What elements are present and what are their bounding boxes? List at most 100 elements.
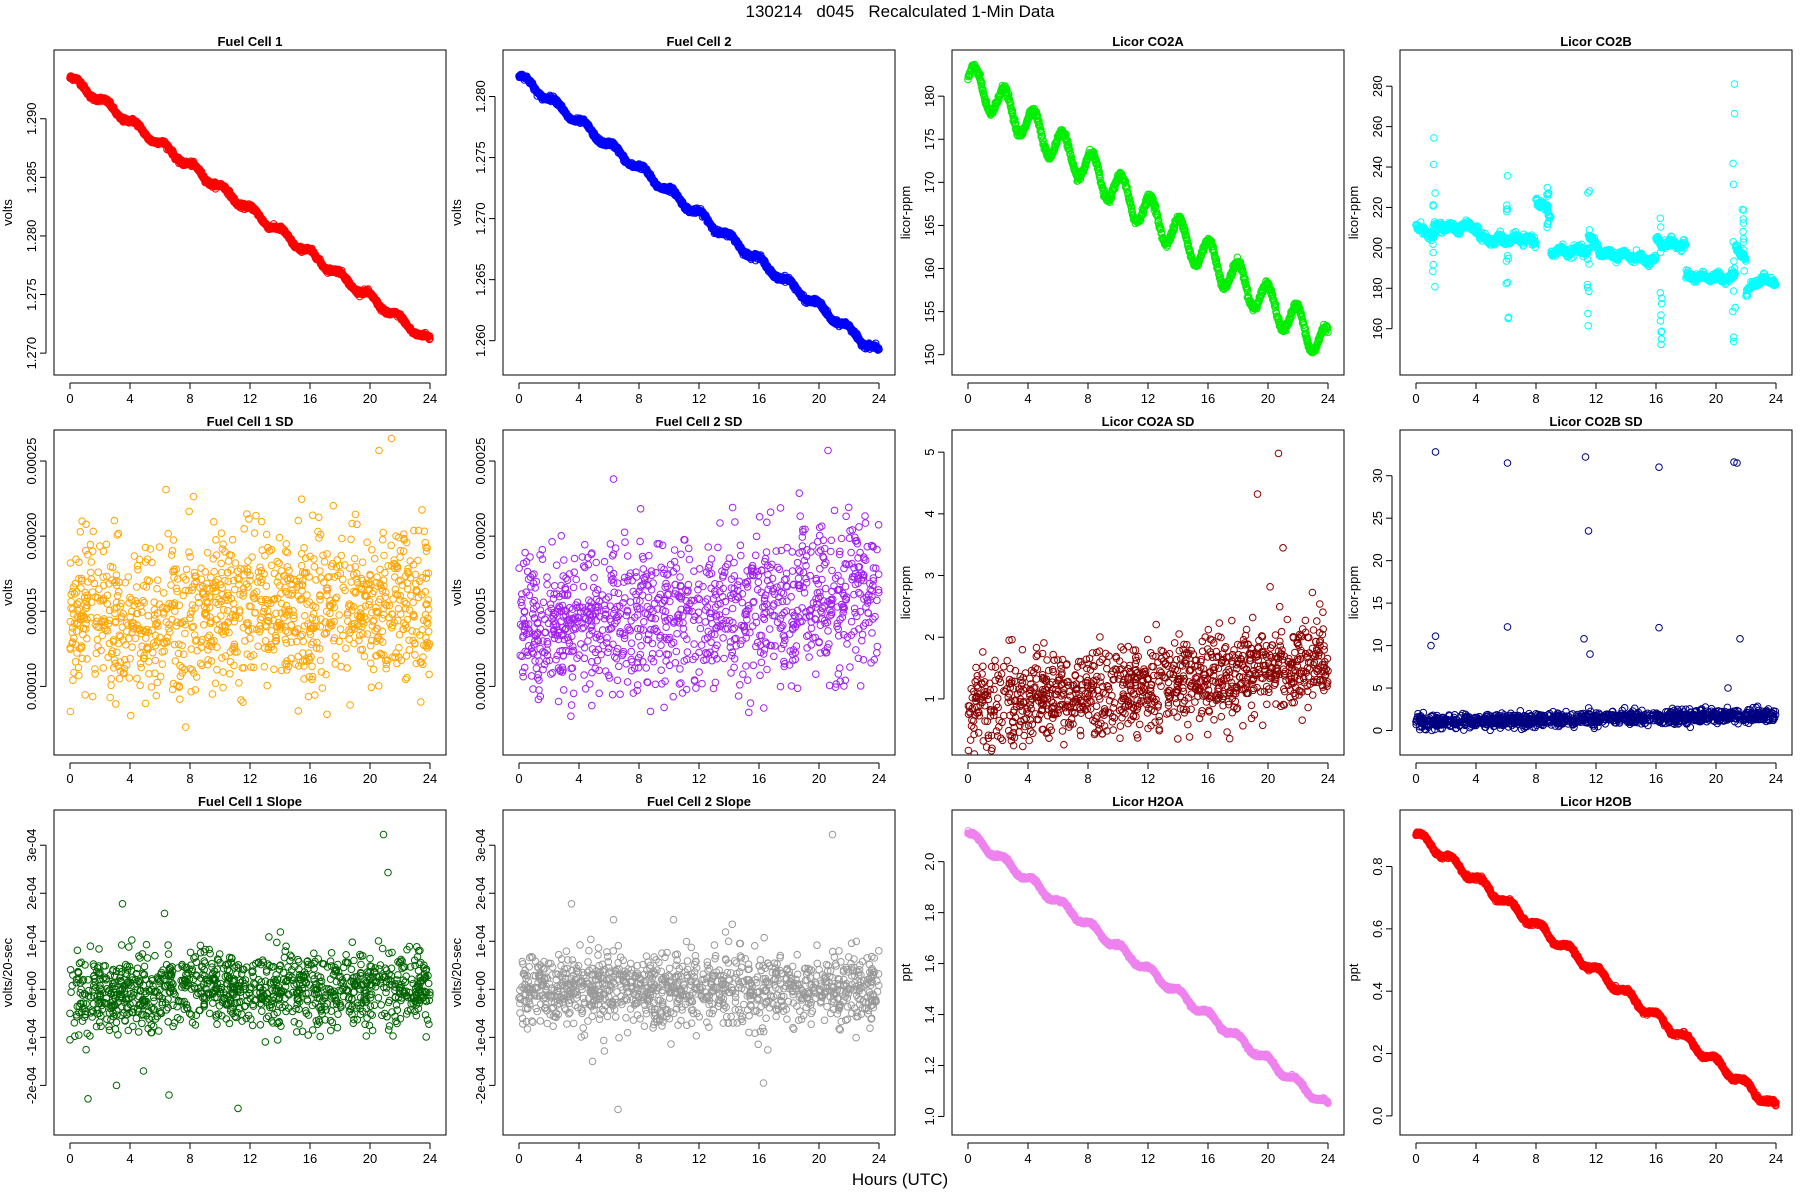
panel-1: Fuel Cell 10 4 8 12 16 20 241.2701.2751.2801.2…: [0, 34, 447, 406]
y-tick-label: 1.270: [24, 337, 39, 370]
x-tick-label: 0: [515, 391, 522, 406]
y-tick-label: 170: [922, 171, 937, 193]
y-tick-label: 150: [922, 344, 937, 366]
data-point: [1323, 324, 1332, 332]
data-point: [1183, 237, 1191, 245]
panel-title: Licor CO2B: [1560, 34, 1632, 49]
y-tick-label: 1.265: [473, 263, 488, 296]
data-point: [1065, 142, 1073, 150]
data-point: [981, 95, 990, 103]
data-point: [1157, 224, 1165, 233]
y-tick-label: 1.270: [473, 202, 488, 235]
data-point: [1473, 222, 1482, 231]
data-point: [1680, 236, 1688, 244]
data-point: [1270, 298, 1278, 307]
x-tick-label: 8: [1084, 391, 1091, 406]
y-tick-label: 1.280: [473, 80, 488, 113]
data-point: [1651, 253, 1660, 261]
data-point: [1733, 241, 1741, 250]
data-point: [1095, 167, 1103, 175]
data-point: [995, 95, 1003, 104]
y-axis-label: volts: [449, 199, 464, 226]
panel-title: Fuel Cell 2: [666, 34, 731, 49]
x-tick-label: 16: [303, 391, 317, 406]
data-point: [1181, 225, 1189, 234]
x-tick-label: 8: [186, 391, 193, 406]
x-axis: 0 4 8 12 16 20 24: [515, 382, 886, 406]
data-point: [1035, 116, 1043, 125]
x-tick-label: 20: [812, 391, 826, 406]
data-point: [1546, 212, 1555, 221]
data-point: [1093, 160, 1102, 168]
x-tick-label: 0: [66, 391, 73, 406]
data-point: [1731, 269, 1739, 278]
data-point: [425, 332, 434, 340]
figure-title: 130214 d045 Recalculated 1-Min Data: [745, 2, 1055, 21]
data-points: [515, 70, 883, 354]
x-tick-label: 4: [126, 391, 133, 406]
data-point: [1121, 177, 1130, 186]
y-tick-label: 1.275: [24, 278, 39, 311]
data-point: [1241, 275, 1249, 283]
plot-frame: [53, 49, 447, 376]
data-point: [1064, 137, 1072, 145]
data-point: [964, 75, 972, 84]
data-point: [980, 89, 988, 98]
data-point: [1244, 288, 1252, 297]
data-point: [1531, 239, 1540, 247]
data-point: [975, 69, 983, 77]
data-point: [1079, 168, 1088, 177]
data-point: [1126, 199, 1135, 207]
data-point: [1151, 202, 1160, 210]
y-tick-label: 180: [922, 85, 937, 107]
data-point: [1271, 300, 1280, 309]
data-point: [1067, 150, 1075, 159]
x-tick-label: 24: [1321, 391, 1335, 406]
data-point: [344, 276, 352, 284]
data-point: [1166, 236, 1175, 245]
panel-title: Fuel Cell 1: [217, 34, 282, 49]
data-point: [1125, 194, 1134, 203]
y-axis-label: volts: [0, 199, 15, 226]
data-point: [1179, 221, 1187, 230]
data-point: [1004, 90, 1013, 98]
data-point: [1285, 320, 1293, 328]
data-point: [1577, 240, 1586, 249]
data-point: [1107, 194, 1116, 202]
data-point: [1243, 285, 1252, 294]
data-point: [1282, 326, 1290, 335]
x-tick-label: 0: [964, 391, 971, 406]
panel-title: Licor CO2A: [1112, 34, 1184, 49]
x-tick-label: 4: [1024, 391, 1031, 406]
x-tick-label: 4: [575, 391, 582, 406]
x-tick-label: 12: [243, 391, 257, 406]
x-axis: 0 4 8 12 16 20 24: [66, 382, 437, 406]
data-point: [1569, 253, 1577, 261]
y-tick-label: 155: [922, 301, 937, 323]
x-tick-label: 24: [872, 391, 886, 406]
data-points: [964, 60, 1332, 357]
y-tick-label: 1.280: [24, 220, 39, 253]
y-tick-label: 165: [922, 215, 937, 237]
data-point: [1180, 222, 1188, 231]
data-point: [1531, 243, 1540, 252]
data-points: [66, 72, 434, 344]
data-point: [1040, 138, 1048, 146]
x-axis-common-label: Hours (UTC): [851, 1170, 949, 1189]
data-point: [1038, 132, 1047, 141]
y-tick-label: 175: [922, 128, 937, 150]
data-point: [1681, 241, 1690, 249]
data-point: [1005, 95, 1014, 103]
data-point: [1590, 234, 1599, 242]
x-tick-label: 24: [423, 391, 437, 406]
x-tick-label: 12: [692, 391, 706, 406]
data-point: [1008, 106, 1017, 115]
data-point: [1182, 231, 1190, 239]
x-tick-label: 16: [1201, 391, 1215, 406]
